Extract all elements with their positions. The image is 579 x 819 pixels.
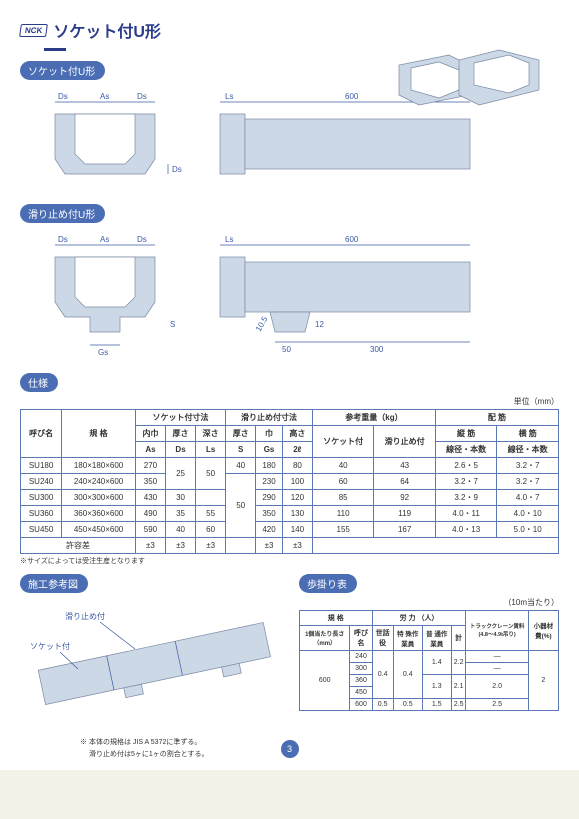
svg-text:Ds: Ds — [58, 235, 68, 244]
page-title: ソケット付U形 — [53, 18, 161, 42]
table-row: 600 240 0.4 0.4 1.4 2.2 — 2 — [300, 650, 559, 662]
title-underline — [44, 48, 66, 51]
table-row: SU450450×450×600 5904060 420140 155167 4… — [21, 521, 559, 537]
svg-text:Gs: Gs — [98, 348, 108, 357]
ref-note-1: ※ 本体の規格は JIS A 5372に準ずる。 — [80, 737, 289, 747]
section-nonslip-u: 滑り止め付U形 — [20, 204, 105, 223]
section-reference: 施工参考図 — [20, 574, 88, 593]
cross-section-nonslip: Ds As Ds Gs S — [20, 227, 190, 357]
table-row: SU240240×240×600 350 50 230100 6064 3.2・… — [21, 473, 559, 489]
tolerance-row: 許容差 ±3 ±3 ±3 ±3 ±3 — [21, 537, 559, 553]
reference-illustration: 滑り止め付 ソケット付 ※ 本体の規格は JIS A 5372に準ずる。 滑り止… — [20, 597, 289, 732]
svg-text:50: 50 — [282, 345, 291, 354]
svg-text:Ls: Ls — [225, 235, 233, 244]
section-bugakari: 歩掛り表 — [299, 574, 357, 593]
svg-text:600: 600 — [345, 235, 359, 244]
svg-text:Ds: Ds — [172, 165, 182, 174]
svg-text:Ls: Ls — [225, 92, 233, 101]
table-row: SU360360×360×600 4903555 350130 110119 4… — [21, 505, 559, 521]
svg-text:Ds: Ds — [137, 92, 147, 101]
svg-text:300: 300 — [370, 345, 384, 354]
table-row: SU180180×180×600 270 25 50 40 18080 4043… — [21, 457, 559, 473]
ref-note-2: 滑り止め付は5ヶに1ヶの割合とする。 — [80, 749, 289, 759]
product-photo — [379, 30, 549, 128]
svg-text:10.5: 10.5 — [254, 314, 270, 332]
svg-text:As: As — [100, 92, 109, 101]
per10m-note: （10m当たり） — [299, 597, 559, 608]
cross-section-socket: Ds As Ds Ds — [20, 84, 190, 194]
svg-text:Ds: Ds — [137, 235, 147, 244]
bugakari-table: 規 格 労 力 （人） トラッククレーン賃料(4.8～4.9t吊り) 小器材費(… — [299, 610, 559, 711]
side-view-nonslip: Ls 600 10.5 12 50 300 — [200, 227, 490, 357]
section-socket-u: ソケット付U形 — [20, 61, 105, 80]
svg-text:S: S — [170, 320, 175, 329]
svg-text:12: 12 — [315, 320, 324, 329]
spec-table: 呼び名 規 格 ソケット付寸法 滑り止め付寸法 参考重量（kg） 配 筋 内巾 … — [20, 409, 559, 554]
svg-text:600: 600 — [345, 92, 359, 101]
spec-footnote: ※サイズによっては受注生産となります — [20, 556, 559, 566]
unit-note: 単位（mm） — [20, 396, 559, 407]
diagram-nonslip-row: Ds As Ds Gs S Ls 600 10.5 12 50 300 — [20, 227, 559, 357]
svg-text:ソケット付: ソケット付 — [30, 641, 70, 651]
table-row: SU300300×300×600 43030 290120 8592 3.2・9… — [21, 489, 559, 505]
section-spec: 仕様 — [20, 373, 58, 392]
svg-text:Ds: Ds — [58, 92, 68, 101]
svg-text:滑り止め付: 滑り止め付 — [65, 611, 105, 621]
svg-text:As: As — [100, 235, 109, 244]
brand-badge: NCK — [19, 24, 48, 37]
